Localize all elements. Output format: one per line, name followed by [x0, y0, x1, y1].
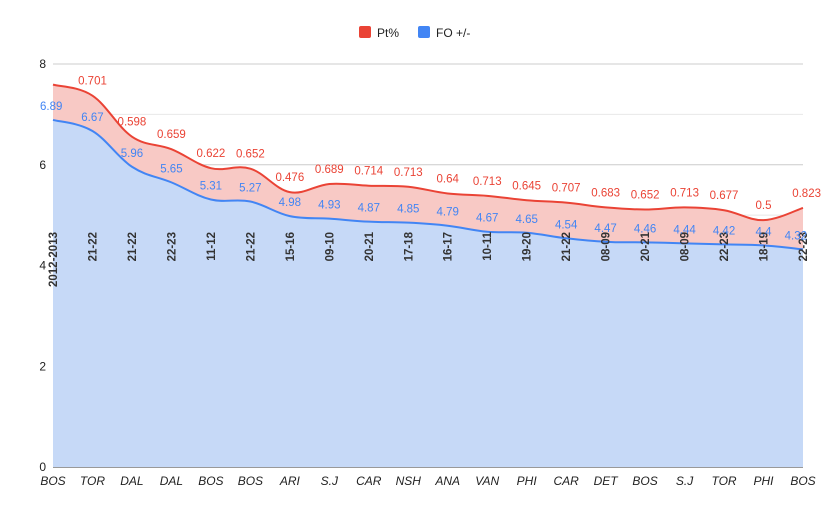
plot-areas — [52, 83, 804, 467]
data-label-pt: 0.5 — [756, 200, 772, 212]
x-tick-label: BOS — [238, 474, 263, 488]
y-tick-label: 4 — [39, 259, 46, 273]
x-axis: BOS TOR DAL DAL BOS BOS ARI S.J CAR NSH ANA VAN PHI C… — [40, 474, 815, 488]
x-tick-label: CAR — [553, 474, 579, 488]
x-tick-label: PHI — [754, 474, 775, 488]
x-tick-label: BOS — [632, 474, 657, 488]
series-line-pt — [52, 83, 804, 222]
y-tick-label: 8 — [39, 57, 46, 71]
season-labels: 2012-2013 21-22 21-22 22-23 11-12 21-22 15-16 0… — [48, 231, 810, 287]
season-label: 16-17 — [443, 232, 455, 261]
data-label-pt: 0.476 — [275, 172, 304, 184]
season-label: 22-23 — [719, 232, 731, 261]
y-tick-label: 0 — [39, 460, 46, 474]
season-label: 17-18 — [403, 231, 415, 261]
data-label-pt: 0.713 — [394, 167, 423, 179]
data-label-fo: 6.67 — [81, 112, 103, 124]
x-tick-label: DET — [594, 474, 620, 488]
data-label-fo: 4.46 — [634, 223, 656, 235]
data-label-fo: 4.65 — [515, 214, 537, 226]
season-label: 22-23 — [798, 232, 810, 261]
data-label-pt: 0.683 — [591, 187, 620, 199]
area-pt — [53, 84, 803, 250]
x-tick-label: NSH — [396, 474, 422, 488]
data-label-pt: 0.64 — [437, 173, 460, 185]
data-label-pt: 0.598 — [118, 117, 147, 129]
data-label-fo: 4.54 — [555, 219, 578, 231]
x-tick-label: ANA — [434, 474, 460, 488]
data-label-fo: 4.79 — [437, 207, 459, 219]
season-label: 09-10 — [324, 232, 336, 261]
data-label-pt: 0.652 — [236, 149, 265, 161]
data-label-fo: 4.4 — [756, 226, 773, 238]
season-label: 20-21 — [364, 231, 376, 261]
data-label-fo: 5.96 — [121, 148, 143, 160]
legend: Pt% FO +/- — [359, 26, 470, 40]
data-label-fo: 4.44 — [673, 224, 696, 236]
x-tick-label: BOS — [198, 474, 223, 488]
season-label: 22-23 — [166, 232, 178, 261]
data-label-fo: 5.31 — [200, 181, 222, 193]
season-label: 21-22 — [87, 232, 99, 261]
data-label-pt: 0.677 — [710, 190, 739, 202]
x-tick-label: DAL — [120, 474, 143, 488]
data-label-fo: 4.87 — [358, 203, 380, 215]
data-label-pt: 0.714 — [354, 166, 383, 178]
data-label-fo: 4.85 — [397, 204, 419, 216]
data-label-pt: 0.659 — [157, 129, 186, 141]
season-label: 21-22 — [245, 232, 257, 261]
x-tick-label: S.J — [676, 474, 694, 488]
season-label: 08-09 — [601, 232, 613, 261]
season-label: 15-16 — [285, 232, 297, 261]
data-label-pt: 0.823 — [792, 188, 821, 200]
y-axis: 0 2 4 6 8 — [39, 57, 46, 474]
series-line-fo — [52, 118, 804, 251]
data-label-fo: 4.32 — [785, 230, 807, 242]
x-tick-label: S.J — [321, 474, 339, 488]
data-labels: 6.89 6.67 5.96 5.65 5.31 5.27 4.98 4.93 4.87 4.85… — [40, 76, 821, 243]
data-label-pt: 0.622 — [197, 148, 226, 160]
data-label-fo: 6.89 — [40, 101, 62, 113]
x-tick-label: BOS — [790, 474, 815, 488]
data-label-fo: 5.27 — [239, 183, 261, 195]
legend-swatch-pt — [359, 26, 371, 38]
season-label: 21-22 — [561, 232, 573, 261]
data-label-pt: 0.707 — [552, 183, 581, 195]
data-label-fo: 4.47 — [594, 223, 616, 235]
y-tick-label: 2 — [39, 359, 46, 373]
season-label: 08-09 — [680, 232, 692, 261]
data-label-pt: 0.713 — [473, 176, 502, 188]
data-label-pt: 0.645 — [512, 180, 541, 192]
data-label-fo: 5.65 — [160, 163, 182, 175]
data-label-fo: 4.98 — [279, 197, 301, 209]
y-tick-label: 6 — [39, 158, 46, 172]
area-fo — [53, 119, 803, 467]
season-label: 20-21 — [640, 231, 652, 261]
season-label: 21-22 — [127, 232, 139, 261]
legend-label-fo: FO +/- — [436, 26, 470, 40]
x-tick-label: TOR — [80, 474, 105, 488]
data-label-pt: 0.701 — [78, 76, 107, 88]
x-tick-label: PHI — [517, 474, 538, 488]
x-tick-label: DAL — [160, 474, 183, 488]
x-tick-label: CAR — [356, 474, 382, 488]
season-label: 19-20 — [522, 232, 534, 261]
x-tick-label: ARI — [279, 474, 301, 488]
season-label: 10-11 — [482, 231, 494, 260]
season-label: 18-19 — [759, 232, 771, 261]
data-label-fo: 4.93 — [318, 200, 340, 212]
data-label-pt: 0.652 — [631, 189, 660, 201]
data-label-fo: 4.42 — [713, 225, 735, 237]
data-label-pt: 0.713 — [670, 187, 699, 199]
data-label-pt: 0.689 — [315, 164, 344, 176]
season-label: 11-12 — [206, 232, 218, 261]
x-tick-label: BOS — [40, 474, 65, 488]
x-tick-label: TOR — [711, 474, 736, 488]
x-tick-label: VAN — [475, 474, 499, 488]
data-label-fo: 4.67 — [476, 213, 498, 225]
season-label: 2012-2013 — [48, 232, 60, 287]
legend-label-pt: Pt% — [377, 26, 399, 40]
legend-swatch-fo — [418, 26, 430, 38]
